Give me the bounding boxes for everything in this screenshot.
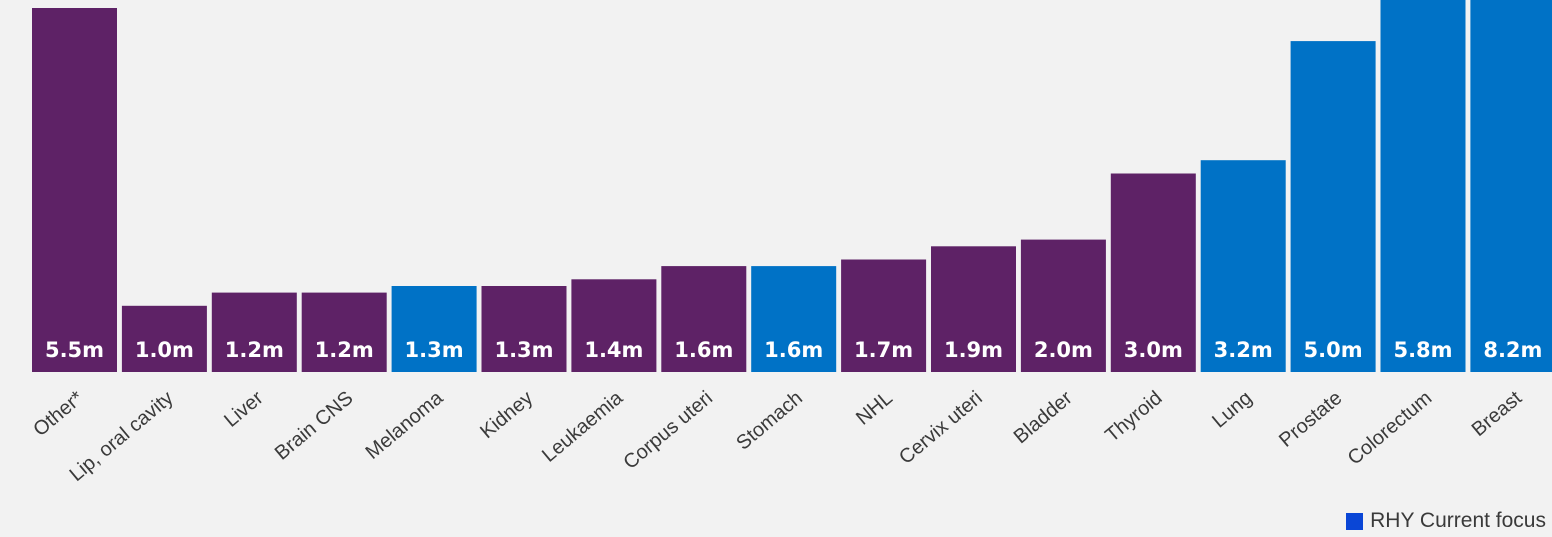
x-tick-label: Stomach: [732, 387, 807, 455]
x-tick-label: Prostate: [1275, 387, 1346, 452]
x-tick-label: Bladder: [1010, 387, 1077, 448]
x-tick-label: Brain CNS: [271, 387, 358, 465]
bar-lip-oral-cavity: [121, 305, 207, 372]
x-tick-label: Lung: [1208, 387, 1256, 432]
bar-value-label: 1.7m: [854, 338, 913, 362]
x-tick-label: Colorectum: [1344, 387, 1436, 470]
x-tick-label: Cervix uteri: [895, 387, 987, 469]
bar-value-label: 5.0m: [1304, 338, 1363, 362]
bar-liver: [211, 292, 297, 372]
bar-value-label: 1.2m: [315, 338, 374, 362]
bar-stomach: [751, 266, 837, 372]
x-tick-label: NHL: [852, 387, 897, 430]
x-tick-label: Liver: [220, 387, 268, 432]
x-tick-label: Thyroid: [1101, 387, 1166, 447]
bar-value-label: 1.6m: [674, 338, 733, 362]
bar-lung: [1200, 160, 1286, 372]
bar-breast: [1470, 0, 1552, 373]
bar-value-label: 1.4m: [584, 338, 643, 362]
bar-bladder: [1020, 239, 1106, 372]
bar-nhl: [841, 259, 927, 372]
bar-prostate: [1290, 41, 1376, 372]
x-tick-label: Kidney: [476, 387, 537, 443]
bar-kidney: [481, 286, 567, 372]
bar-value-label: 1.0m: [135, 338, 194, 362]
bar-value-label: 5.5m: [45, 338, 104, 362]
bar-value-label: 1.3m: [405, 338, 464, 362]
bar-brain-cns: [301, 292, 387, 372]
bar-cervix-uteri: [931, 246, 1016, 372]
x-tick-label: Breast: [1468, 387, 1527, 441]
bar-other: [32, 8, 117, 372]
x-tick-label: Corpus uteri: [619, 387, 717, 474]
x-tick-label: Other*: [29, 387, 88, 441]
bar-thyroid: [1110, 173, 1196, 372]
bar-value-label: 2.0m: [1034, 338, 1093, 362]
bar-value-label: 3.2m: [1214, 338, 1273, 362]
bar-value-label: 1.9m: [944, 338, 1003, 362]
bar-value-label: 5.8m: [1393, 338, 1452, 362]
x-tick-label: Melanoma: [362, 386, 448, 463]
bar-value-label: 1.2m: [225, 338, 284, 362]
legend-label: RHY Current focus: [1370, 509, 1546, 532]
bar-melanoma: [391, 286, 477, 372]
bar-corpus-uteri: [661, 266, 747, 372]
bar-value-label: 3.0m: [1124, 338, 1183, 362]
bar-value-label: 1.3m: [494, 338, 553, 362]
bar-value-label: 1.6m: [764, 338, 823, 362]
bar-leukaemia: [571, 279, 657, 372]
legend: RHY Current focus: [1346, 509, 1546, 533]
legend-swatch: [1346, 512, 1364, 530]
bar-value-label: 8.2m: [1483, 338, 1542, 362]
x-tick-label: Leukaemia: [538, 386, 628, 466]
bar-colorectum: [1380, 0, 1466, 372]
